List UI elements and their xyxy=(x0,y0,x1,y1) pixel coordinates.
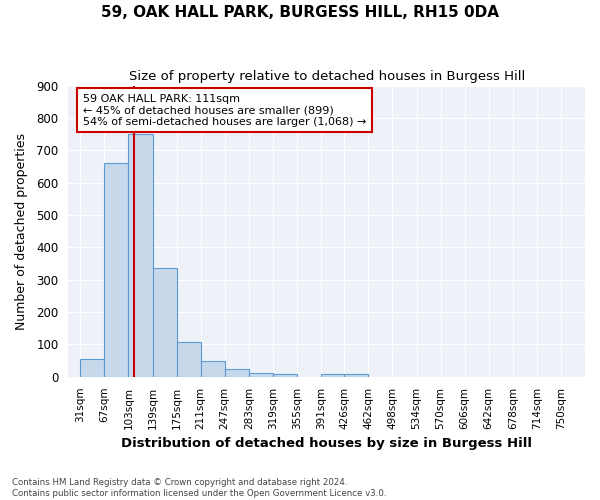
Bar xyxy=(104,163,128,377)
Bar xyxy=(128,134,152,377)
Bar xyxy=(273,374,297,377)
Y-axis label: Number of detached properties: Number of detached properties xyxy=(15,132,28,330)
Bar xyxy=(344,374,368,377)
Bar xyxy=(176,342,200,377)
Bar xyxy=(249,372,273,377)
Bar xyxy=(321,374,345,377)
Bar xyxy=(80,359,104,377)
Title: Size of property relative to detached houses in Burgess Hill: Size of property relative to detached ho… xyxy=(128,70,525,83)
Bar xyxy=(200,360,225,377)
Text: 59, OAK HALL PARK, BURGESS HILL, RH15 0DA: 59, OAK HALL PARK, BURGESS HILL, RH15 0D… xyxy=(101,5,499,20)
Bar xyxy=(152,268,176,377)
Bar xyxy=(225,368,249,377)
Text: 59 OAK HALL PARK: 111sqm
← 45% of detached houses are smaller (899)
54% of semi-: 59 OAK HALL PARK: 111sqm ← 45% of detach… xyxy=(83,94,367,127)
Text: Contains HM Land Registry data © Crown copyright and database right 2024.
Contai: Contains HM Land Registry data © Crown c… xyxy=(12,478,386,498)
X-axis label: Distribution of detached houses by size in Burgess Hill: Distribution of detached houses by size … xyxy=(121,437,532,450)
